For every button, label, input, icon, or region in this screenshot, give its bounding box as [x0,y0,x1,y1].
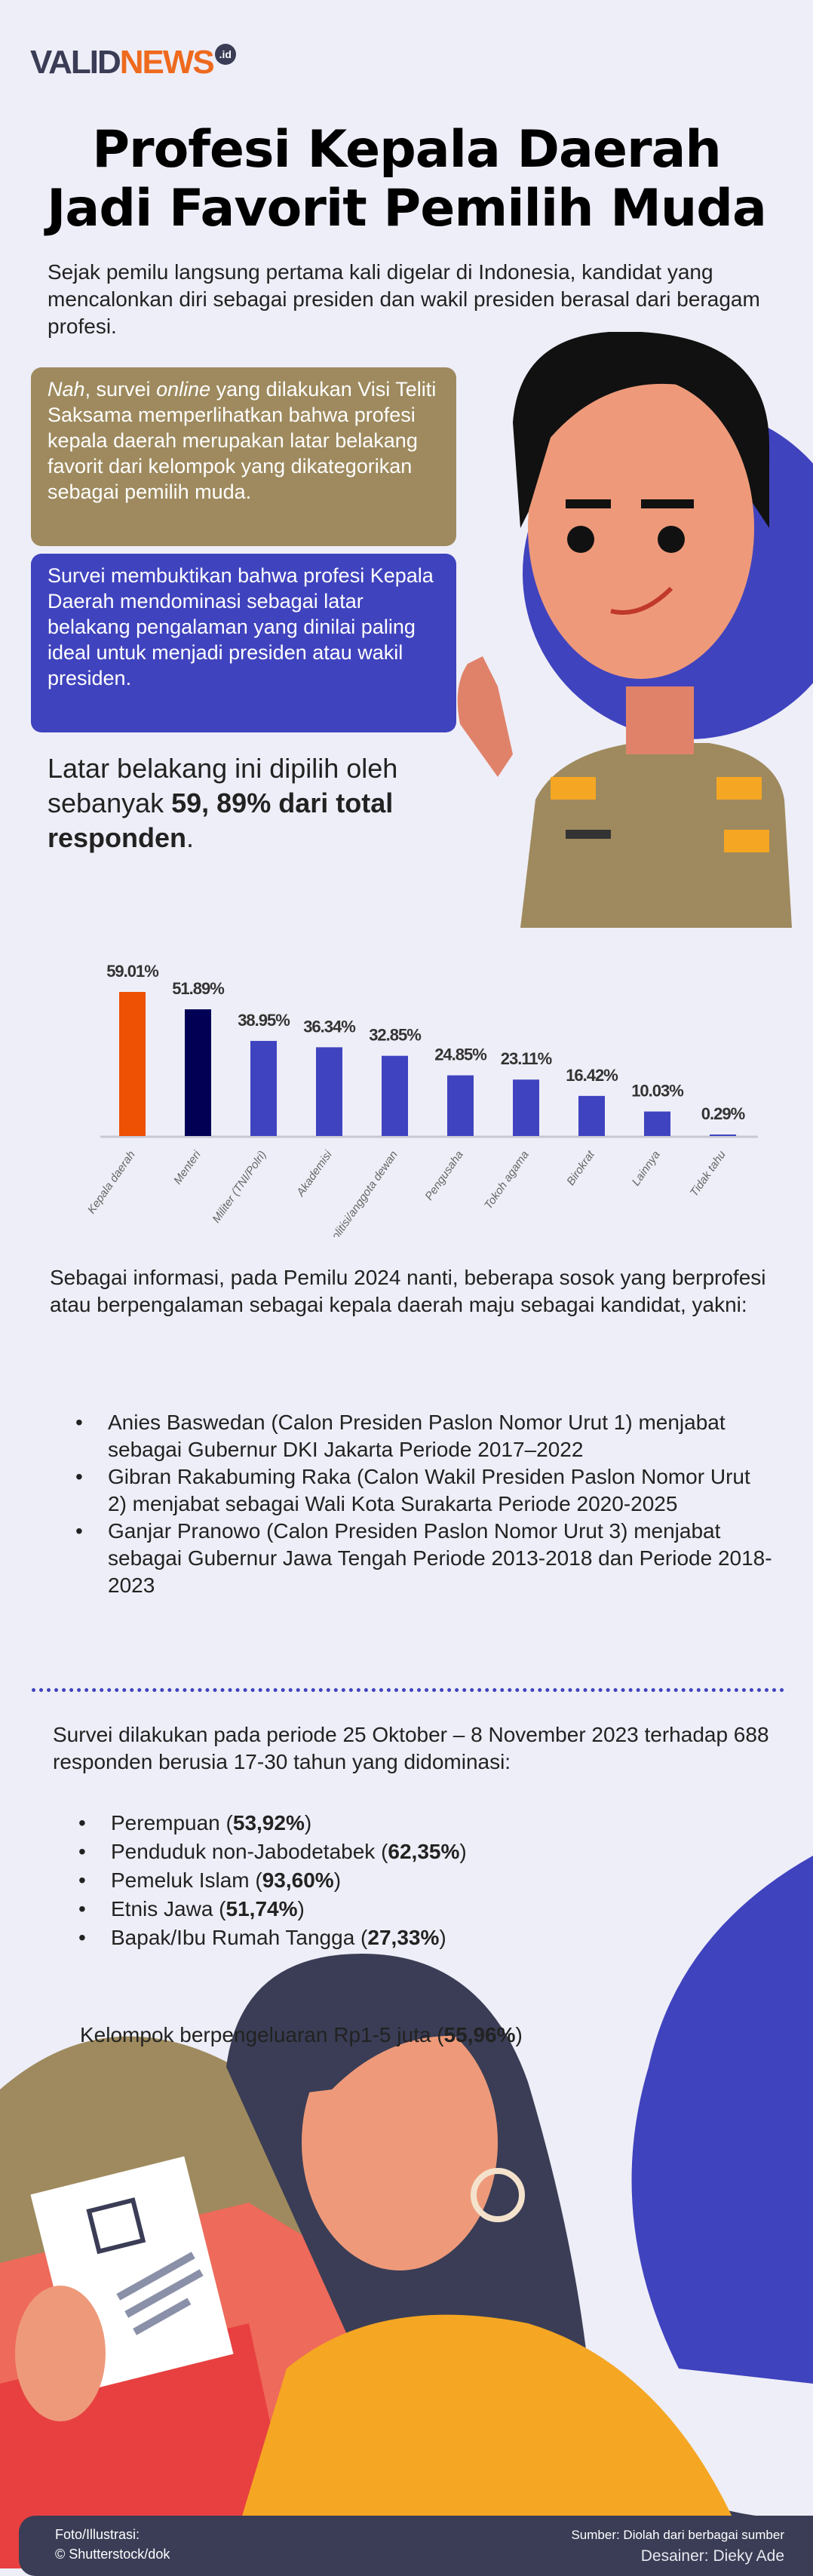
validnews-logo: VALID NEWS .id [30,44,236,81]
category-label: Akademisi [294,1148,336,1199]
box1-text-1: , survei [84,378,157,401]
bar-0 [119,992,146,1136]
bar-value-label: 24.85% [434,1045,486,1064]
photo-label: Foto/Illustrasi: [55,2527,140,2542]
list-item: Pemeluk Islam (93,60%) [53,1866,732,1895]
bar-3 [316,1047,342,1136]
bar-value-label: 36.34% [303,1017,355,1036]
kelompok-value: 55,96% [443,2023,516,2046]
category-label: Birokrat [564,1148,597,1188]
bar-value-label: 32.85% [369,1026,421,1045]
voter-woman-illustration [0,1856,813,2568]
candidate-list: Anies Baswedan (Calon Presiden Paslon No… [50,1409,774,1599]
info-paragraph: Sebagai informasi, pada Pemilu 2024 nant… [50,1266,766,1316]
logo-news: NEWS [119,44,215,81]
page-title: Profesi Kepala Daerah Jadi Favorit Pemili… [0,121,813,238]
title-line-2: Jadi Favorit Pemilih Muda [47,179,767,238]
category-label: Kepala daerah [85,1149,138,1217]
photo-credit: Foto/Illustrasi: © Shutterstock/dok [55,2525,170,2564]
box1-em-nah: Nah [48,378,85,401]
kelompok-label: Kelompok berpengeluaran Rp1-5 juta [80,2023,431,2046]
bar-5 [447,1075,474,1136]
list-item: Gibran Rakabuming Raka (Calon Wakil Pres… [50,1463,774,1518]
category-label: Tokoh agama [482,1149,532,1212]
title-line-1: Profesi Kepala Daerah [92,120,722,180]
bar-value-label: 38.95% [238,1011,290,1030]
category-label: Pengusaha [422,1149,465,1203]
survey-finding-box: Survei membuktikan bahwa profesi Kepala … [31,554,456,732]
bar-value-label: 23.11% [501,1049,552,1068]
latar-pre: Latar belakang ini dipilih oleh sebanyak [48,753,398,818]
list-item: Anies Baswedan (Calon Presiden Paslon No… [50,1409,774,1463]
list-item: Penduduk non-Jabodetabek (62,35%) [53,1838,732,1866]
category-label: Tidak tahu [688,1148,729,1199]
demo-value: 53,92% [232,1811,305,1835]
latar-highlight: 59, 89% dari total responden [48,788,394,853]
bar-value-label: 0.29% [701,1104,745,1123]
official-character-illustration [457,332,813,928]
logo-valid: VALID [30,44,121,81]
list-item: Ganjar Pranowo (Calon Presiden Paslon No… [50,1518,774,1599]
intro-paragraph: Sejak pemilu langsung pertama kali digel… [48,260,760,338]
demo-label: Penduduk non-Jabodetabek [111,1840,376,1863]
dotted-divider [32,1688,784,1692]
demographics-list: Perempuan (53,92%)Penduduk non-Jabodetab… [53,1809,732,1952]
bar-9 [710,1134,736,1136]
list-item: Bapak/Ibu Rumah Tangga (27,33%) [53,1924,732,1952]
bar-6 [513,1079,539,1136]
bar-value-label: 10.03% [631,1082,683,1101]
waving-hand [457,656,513,777]
bar-value-label: 16.42% [566,1066,618,1085]
demo-label: Perempuan [111,1811,220,1835]
demo-value: 62,35% [388,1840,460,1863]
bar-2 [250,1040,277,1136]
source-text: Sumber: Diolah dari berbagai sumber [571,2528,784,2542]
bar-8 [644,1111,670,1136]
demo-value: 93,60% [262,1868,334,1892]
latar-statement: Latar belakang ini dipilih oleh sebanyak… [48,751,440,855]
survey-paragraph: Survei dilakukan pada periode 25 Oktober… [53,1723,769,1773]
demo-label: Pemeluk Islam [111,1868,250,1892]
box1-em-online: online [156,378,211,401]
bar-value-label: 59.01% [106,962,158,981]
bar-7 [578,1095,605,1136]
bar-4 [382,1055,408,1136]
logo-id-badge: .id [214,44,236,65]
bar-value-label: 51.89% [172,979,224,998]
demo-value: 51,74% [225,1897,298,1920]
demo-value: 27,33% [367,1926,440,1949]
list-item: Etnis Jawa (51,74%) [53,1895,732,1924]
expenditure-group: Kelompok berpengeluaran Rp1-5 juta (55,9… [80,2023,523,2046]
category-label: Politisi/anggota dewan [325,1149,400,1237]
demo-label: Etnis Jawa [111,1897,213,1920]
latar-post: . [186,822,195,853]
list-item: Perempuan (53,92%) [53,1809,732,1838]
category-label: Menteri [171,1148,204,1187]
box1-text-2: yang dilakukan Visi Teliti Saksama mempe… [48,378,437,503]
demo-label: Bapak/Ibu Rumah Tangga [111,1926,355,1949]
category-label: Militer (TNI/Polri) [210,1149,268,1226]
footer-credits: Foto/Illustrasi: © Shutterstock/dok Sumbe… [19,2516,813,2576]
survey-intro-box: Nah, survei online yang dilakukan Visi T… [31,367,456,546]
profession-bar-chart: 59.01% Kepala daerah 51.89% Menteri 38.95% Mi… [85,962,758,1237]
photo-credit-text: © Shutterstock/dok [55,2547,170,2562]
bar-1 [185,1009,211,1136]
category-label: Lainnya [630,1149,663,1189]
designer-text: Desainer: Dieky Ade [640,2547,784,2565]
